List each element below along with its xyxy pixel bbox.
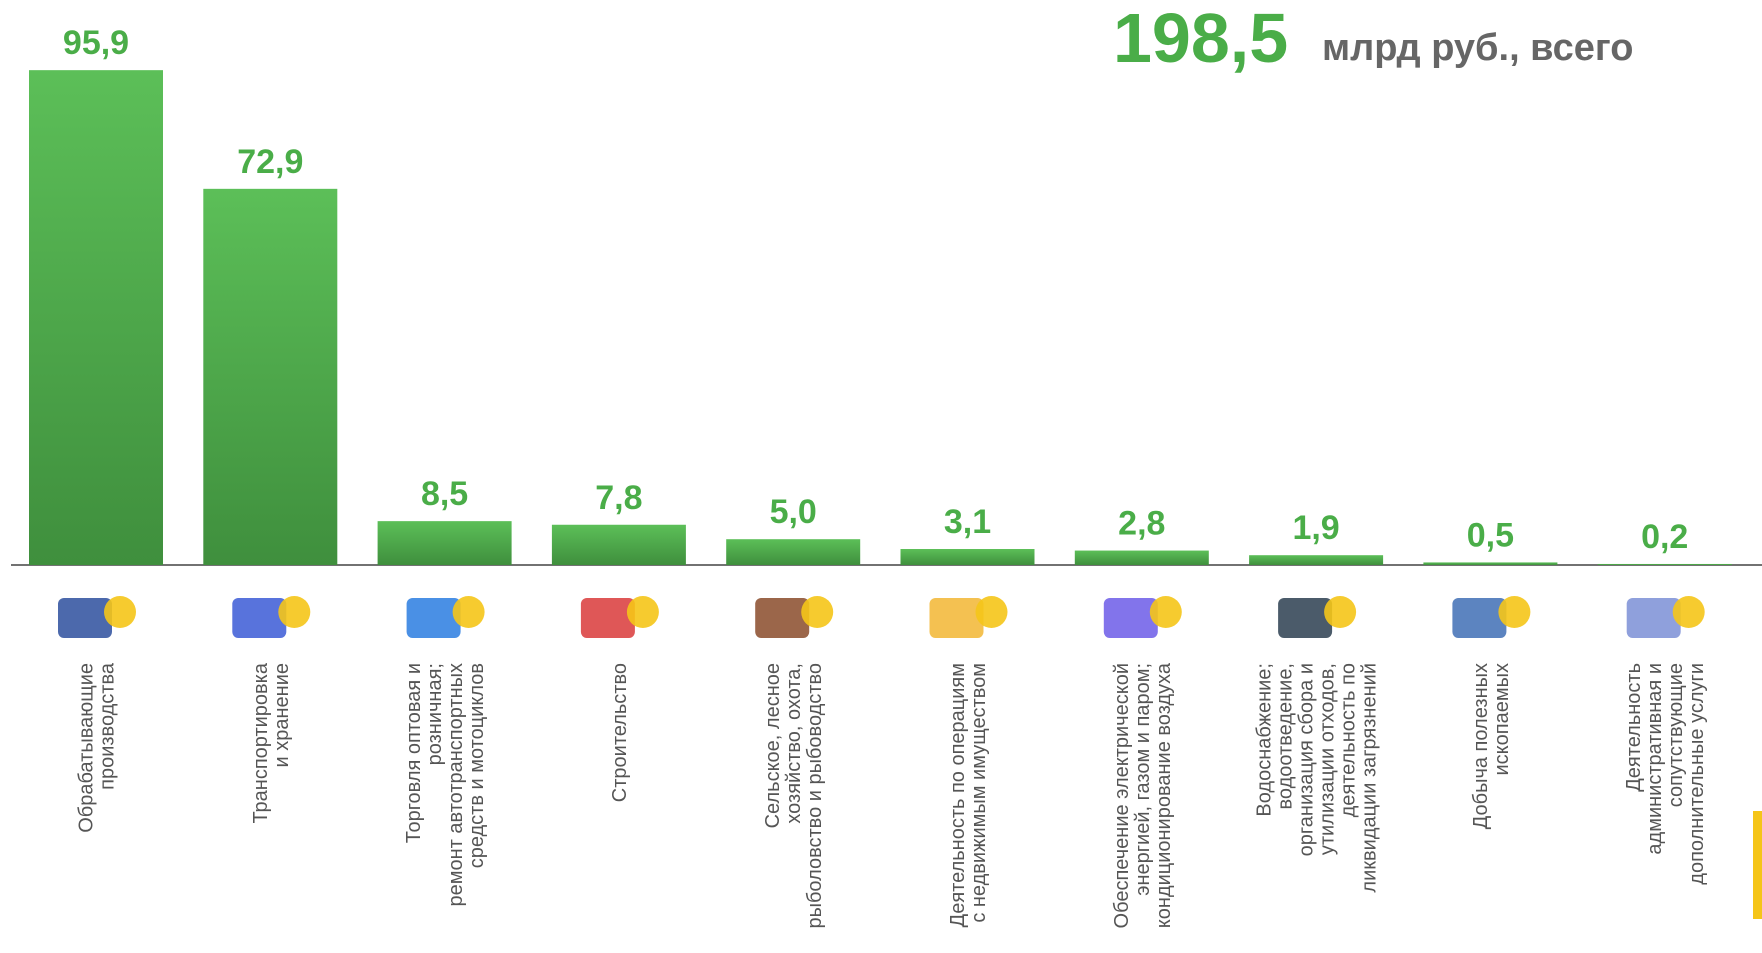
- bar: [377, 521, 512, 565]
- category-icon: [1324, 596, 1357, 628]
- category-icon: [58, 598, 112, 638]
- bar: [1074, 550, 1209, 565]
- x-tick-label: Сельское, лесноехозяйство, охота,рыболов…: [762, 663, 826, 929]
- bar: [1597, 563, 1732, 565]
- value-label: 0,2: [1641, 518, 1688, 556]
- x-tick-label: Деятельность по операциямс недвижимым им…: [947, 663, 990, 927]
- x-tick-label: Обрабатывающиепроизводства: [76, 662, 119, 833]
- bar: [1249, 555, 1384, 565]
- category-icon: [801, 596, 834, 628]
- bar: [726, 539, 861, 565]
- category-icon: [1452, 598, 1507, 638]
- x-tick-label: Водоснабжение;водоотведение,организация …: [1254, 663, 1381, 893]
- x-tick-label: Обеспечение электрическойэнергией, газом…: [1111, 662, 1175, 928]
- category-icon: [755, 598, 810, 638]
- category-icon: [1149, 596, 1182, 628]
- value-label: 2,8: [1118, 505, 1165, 543]
- category-icon: [580, 598, 635, 638]
- category-icon: [452, 596, 485, 628]
- bar: [551, 524, 686, 565]
- x-tick-label: Строительство: [609, 663, 631, 802]
- total-value: 198,5: [1113, 0, 1288, 77]
- side-marker: [1753, 811, 1762, 919]
- x-tick-label: Добыча полезныхископаемых: [1470, 663, 1513, 829]
- value-label: 8,5: [421, 475, 468, 513]
- category-icon: [1278, 598, 1333, 638]
- value-label: 3,1: [944, 503, 991, 541]
- category-icon: [406, 598, 461, 638]
- value-label: 1,9: [1292, 509, 1339, 547]
- category-icon: [1626, 598, 1681, 638]
- category-icon: [929, 598, 984, 638]
- value-label: 0,5: [1467, 516, 1514, 554]
- category-icon: [1103, 598, 1158, 638]
- category-icon: [1498, 596, 1531, 628]
- category-icon: [626, 596, 659, 628]
- total-unit: млрд руб., всего: [1322, 27, 1633, 69]
- value-label: 7,8: [595, 479, 642, 517]
- bar: [900, 549, 1035, 565]
- bar: [203, 188, 338, 565]
- x-tick-label: Транспортировкаи хранение: [250, 662, 293, 823]
- category-icon: [104, 596, 136, 628]
- value-label: 5,0: [770, 493, 817, 531]
- value-label: 72,9: [237, 143, 303, 181]
- category-icon: [975, 596, 1008, 628]
- value-label: 95,9: [63, 24, 129, 62]
- category-icon: [1672, 596, 1705, 628]
- category-icon: [232, 598, 287, 638]
- category-icon: [278, 596, 311, 628]
- bar: [1423, 562, 1558, 565]
- x-tick-label: Торговля оптовая ирозничная;ремонт автот…: [403, 663, 488, 906]
- x-tick-label: Деятельностьадминистративная исопутствую…: [1623, 663, 1708, 885]
- bar: [29, 70, 163, 565]
